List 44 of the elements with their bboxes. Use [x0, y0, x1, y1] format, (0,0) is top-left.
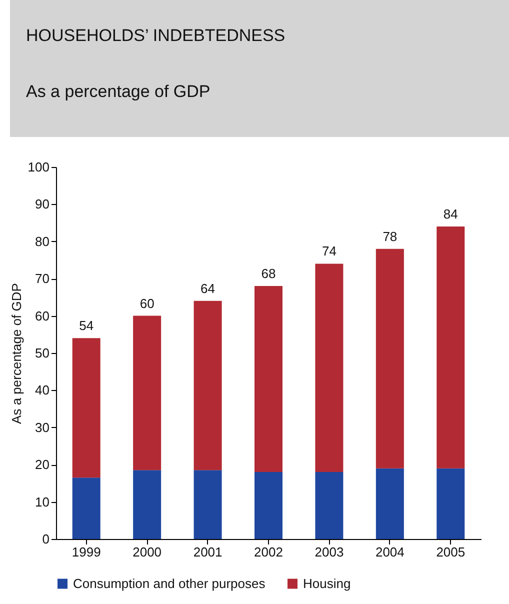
bar [72, 338, 100, 478]
x-tick-label: 2000 [132, 544, 162, 560]
legend-label: Housing [303, 576, 351, 591]
bar [315, 472, 344, 539]
y-tick-label: 20 [35, 457, 50, 472]
bar [254, 286, 282, 472]
chart-subtitle: As a percentage of GDP [26, 82, 212, 102]
y-tick-label: 30 [35, 420, 50, 435]
total-label: 54 [79, 318, 94, 334]
y-tick-label: 40 [35, 382, 50, 398]
x-tick-label: 2005 [436, 544, 466, 560]
bar [436, 226, 465, 468]
bar [254, 472, 282, 539]
y-axis-title: As a percentage of GDP [8, 283, 24, 424]
total-label: 78 [382, 228, 398, 244]
total-label: 60 [140, 296, 154, 311]
x-tick-label: 2001 [193, 544, 222, 560]
bar [436, 468, 465, 539]
y-tick-label: 80 [35, 234, 50, 249]
bar [315, 264, 344, 472]
bar [376, 468, 404, 539]
total-label: 74 [322, 244, 336, 259]
bar [133, 470, 162, 539]
y-tick-label: 50 [35, 346, 50, 360]
x-tick-label: 2004 [375, 544, 404, 560]
y-tick-label: 100 [28, 160, 50, 174]
y-tick-label: 0 [42, 532, 50, 546]
legend-label: Consumption and other purposes [73, 576, 266, 591]
bar [194, 470, 222, 539]
total-label: 68 [261, 266, 276, 282]
y-tick-label: 90 [35, 196, 50, 212]
bar [376, 248, 404, 468]
bar [194, 300, 222, 470]
bar [72, 478, 100, 539]
bar [133, 316, 162, 470]
chart-title: HOUSEHOLDS’ INDEBTEDNESS [26, 26, 286, 46]
y-tick-label: 10 [35, 494, 50, 510]
x-tick-label: 2002 [254, 544, 283, 560]
y-tick-label: 70 [35, 271, 50, 286]
total-label: 84 [443, 206, 458, 222]
x-tick-label: 1999 [72, 544, 101, 560]
total-label: 64 [200, 280, 216, 296]
x-tick-label: 2003 [314, 544, 344, 560]
y-tick-label: 60 [35, 308, 50, 324]
